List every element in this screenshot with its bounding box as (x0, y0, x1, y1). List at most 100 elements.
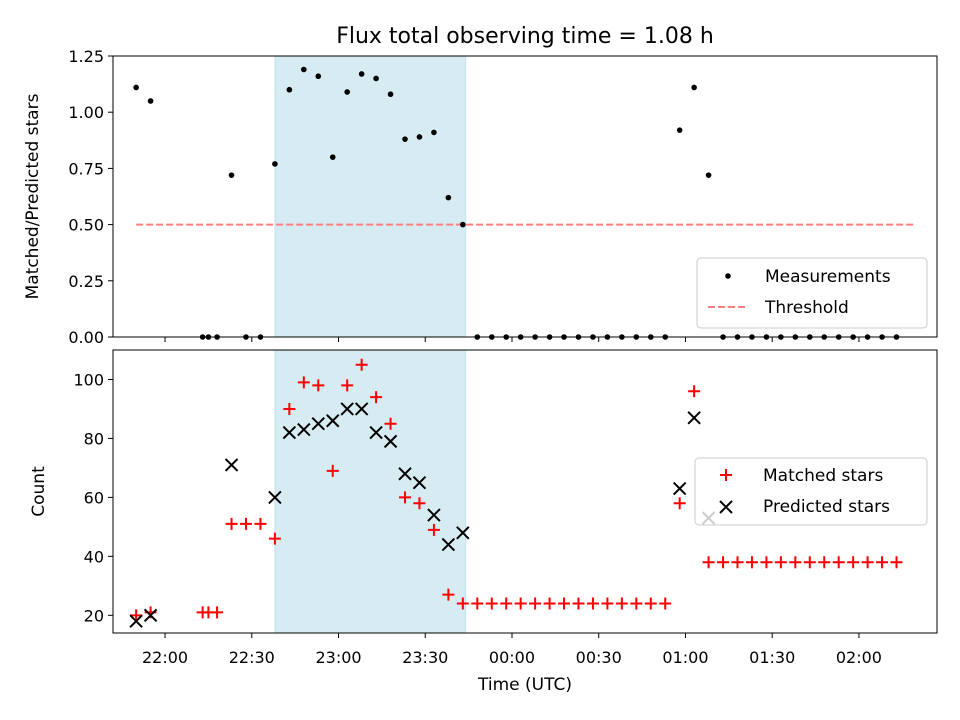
top-y-tick-label: 1.25 (68, 47, 104, 66)
predicted-star-point (297, 422, 311, 437)
matched-star-point (890, 556, 903, 569)
measurement-point (301, 66, 307, 73)
matched-star-point (745, 556, 758, 569)
predicted-star-point (354, 402, 369, 416)
x-tick-label: 00:00 (489, 648, 535, 667)
matched-star-point (630, 597, 643, 610)
matched-star-point (456, 597, 469, 610)
measurement-point (402, 136, 408, 142)
x-tick-label: 22:30 (229, 648, 275, 667)
x-tick-label: 23:30 (402, 648, 448, 667)
top-y-tick-label: 1.00 (68, 103, 104, 122)
x-tick-label: 23:00 (315, 648, 361, 667)
matched-star-point (876, 556, 889, 569)
matched-star-point (717, 556, 730, 569)
matched-star-point (861, 556, 874, 569)
matched-star-point (130, 609, 143, 622)
legend-label-matched-stars: Matched stars (763, 466, 883, 486)
measurement-point (272, 161, 278, 167)
matched-star-point (312, 379, 325, 392)
measurement-point (676, 127, 683, 133)
matched-star-point (558, 597, 571, 610)
matched-star-point (601, 597, 614, 610)
predicted-star-point (412, 475, 427, 490)
matched-star-point (268, 532, 281, 545)
matched-star-point (543, 597, 556, 610)
legend-label-predicted-stars: Predicted stars (763, 497, 890, 517)
predicted-star-point (427, 508, 441, 522)
measurement-point (373, 75, 379, 82)
measurement-point (460, 221, 466, 228)
measurement-point (228, 172, 235, 178)
legend-label-threshold: Threshold (764, 298, 849, 318)
bottom-legend: Matched stars Predicted stars (694, 457, 928, 526)
bottom-y-tick-label: 60 (84, 488, 104, 507)
predicted-star-point (326, 414, 340, 428)
top-panel: 0.00 0.25 0.50 0.75 1.00 1.25 Matched/Predict… (23, 47, 938, 347)
matched-star-point (572, 597, 585, 610)
matched-star-point (688, 385, 701, 398)
measurement-point (133, 84, 139, 91)
predicted-star-point (340, 402, 354, 416)
matched-star-point (615, 597, 628, 610)
measurement-point (416, 134, 423, 140)
matched-star-point (774, 556, 787, 569)
top-y-axis-label: Matched/Predicted stars (23, 93, 43, 299)
measurement-point (315, 73, 322, 80)
measurement-point (286, 86, 293, 93)
matched-star-point (673, 497, 686, 510)
predicted-star-point (383, 434, 398, 449)
top-axes-frame (112, 55, 938, 338)
matched-star-point (413, 497, 426, 510)
matched-star-point (760, 556, 773, 569)
measurement-point (147, 98, 154, 104)
matched-star-point (789, 556, 802, 569)
legend-label-measurements: Measurements (765, 267, 891, 287)
predicted-star-point (456, 526, 470, 540)
bottom-highlight-span (274, 349, 467, 634)
matched-star-point (355, 358, 368, 371)
matched-star-point (731, 556, 744, 569)
matched-star-point (427, 523, 440, 536)
matched-star-point (254, 517, 267, 530)
matched-star-point (500, 597, 513, 610)
matched-star-point (384, 417, 397, 430)
measurement-point (691, 84, 697, 91)
top-highlight-span (274, 55, 467, 338)
legend-marker-predicted-stars (719, 500, 733, 514)
top-y-tick-label: 0.25 (68, 272, 104, 291)
measurement-point (705, 172, 712, 178)
top-y-tick-label: 0.00 (68, 328, 104, 347)
predicted-star-point (143, 608, 158, 623)
legend-marker-matched-stars (720, 469, 732, 481)
bottom-y-tick-label: 100 (73, 370, 104, 389)
matched-star-point (471, 597, 484, 610)
top-legend-box (696, 257, 928, 329)
top-y-tick-label: 0.75 (68, 159, 104, 178)
bottom-legend-box (694, 457, 928, 526)
matched-star-point (702, 556, 715, 569)
matched-star-point (225, 517, 238, 530)
matched-star-point (644, 597, 657, 610)
x-tick-label: 01:00 (662, 648, 708, 667)
matched-star-point (370, 391, 383, 404)
predicted-star-point (672, 481, 687, 496)
matched-star-point (586, 597, 599, 610)
matched-star-point (847, 556, 860, 569)
measurement-point (344, 89, 350, 95)
bottom-y-tick-label: 20 (84, 606, 104, 625)
top-legend: Measurements Threshold (696, 257, 928, 329)
predicted-star-point (311, 416, 325, 431)
matched-star-point (341, 379, 354, 392)
measurement-point (358, 71, 365, 77)
measurement-point (431, 129, 437, 136)
predicted-star-point (282, 425, 297, 440)
measurement-point (445, 194, 452, 201)
predicted-star-point (268, 490, 282, 505)
matched-star-point (239, 517, 252, 530)
x-tick-label: 01:30 (749, 648, 795, 667)
bottom-panel: 20 40 60 80 100 22:00 22:30 23:00 23:30 00:00 00:3… (29, 349, 938, 695)
matched-star-point (211, 606, 224, 619)
predicted-star-point (398, 467, 412, 481)
